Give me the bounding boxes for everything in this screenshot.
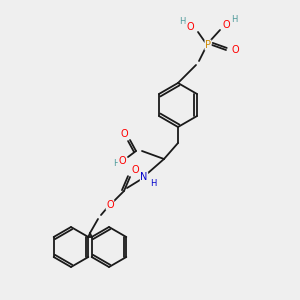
Text: H: H	[179, 17, 185, 26]
Text: N: N	[140, 172, 148, 182]
Text: O: O	[131, 165, 139, 175]
Text: O: O	[222, 20, 230, 30]
Text: H: H	[231, 16, 237, 25]
Text: H: H	[150, 178, 156, 188]
Text: O: O	[186, 22, 194, 32]
Text: O: O	[120, 129, 128, 139]
Text: H: H	[113, 158, 119, 167]
Text: P: P	[205, 40, 211, 50]
Text: O: O	[231, 45, 239, 55]
Text: O: O	[106, 200, 114, 210]
Text: O: O	[118, 156, 126, 166]
